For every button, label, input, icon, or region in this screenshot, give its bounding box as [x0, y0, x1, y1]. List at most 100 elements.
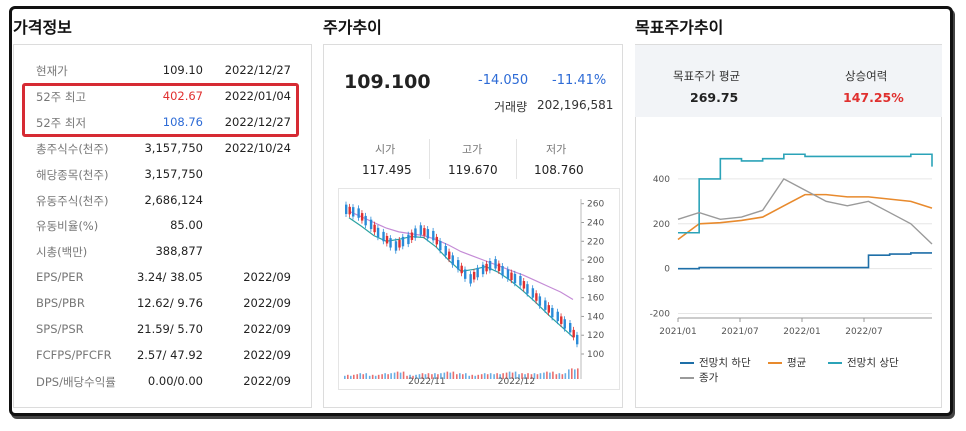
row-value: 108.76: [162, 114, 203, 129]
price-change-percent: -11.41%: [552, 73, 607, 88]
volume-bar: [390, 373, 392, 379]
y-tick-label: 160: [587, 294, 604, 304]
candle: [364, 215, 367, 226]
row-label: EPS/PER: [36, 270, 84, 285]
volume-bar: [483, 373, 486, 379]
legend-item[interactable]: 전망치 상단: [828, 355, 899, 370]
price-info-row: SPS/PSR 21.59/ 5.70 2022/09: [14, 316, 299, 342]
volume-bar: [533, 373, 536, 379]
series-line: [678, 153, 933, 234]
volume-bar: [365, 373, 368, 379]
volume-bar: [508, 371, 511, 379]
candle: [576, 334, 579, 345]
legend-swatch: [828, 362, 842, 364]
volume-bar: [434, 373, 436, 379]
y-tick-label: 200: [587, 256, 604, 266]
candle: [572, 329, 575, 338]
volume-bar: [465, 373, 467, 379]
volume-bar: [521, 373, 523, 379]
volume-bar: [539, 373, 542, 379]
volume-bar: [456, 374, 458, 379]
candle: [401, 236, 405, 247]
volume-bar: [493, 374, 495, 379]
row-date: 2022/09: [243, 322, 291, 336]
volume-bar: [344, 375, 346, 379]
high-label: 고가: [462, 143, 483, 156]
volume-bar: [418, 374, 421, 379]
series-line: [678, 252, 932, 270]
candle: [348, 206, 351, 215]
legend-item[interactable]: 종가: [680, 370, 718, 385]
volume-bar: [502, 373, 504, 379]
row-label: SPS/PSR: [36, 322, 84, 336]
volume-bar: [446, 371, 449, 379]
candle: [551, 307, 554, 318]
legend-item[interactable]: 평균: [768, 355, 806, 370]
price-info-row: 유동비율(%) 85.00: [14, 212, 299, 238]
volume-bar: [387, 374, 389, 379]
row-value: 2.57/ 47.92: [136, 347, 203, 362]
candle: [398, 240, 401, 248]
candle: [373, 224, 376, 233]
divider: [429, 139, 430, 179]
row-label: 유동비율(%): [36, 219, 99, 234]
candle: [538, 296, 542, 306]
volume-bar: [381, 374, 383, 379]
candle: [385, 235, 389, 244]
volume-bar: [471, 374, 474, 379]
volume-bar: [468, 375, 471, 379]
candle: [547, 305, 551, 313]
volume-bar: [362, 374, 365, 379]
candle: [485, 263, 488, 272]
candle: [535, 293, 538, 301]
volume-bar: [505, 372, 508, 379]
low-label: 저가: [546, 143, 567, 156]
candle: [394, 241, 398, 251]
candle: [382, 231, 385, 242]
row-value: 21.59/ 5.70: [136, 322, 203, 336]
row-date: 2022/01/04: [224, 88, 291, 103]
volume-bar: [462, 374, 464, 379]
candle: [345, 204, 348, 215]
volume-bar: [489, 373, 492, 379]
row-value: 2,686,124: [144, 192, 203, 207]
volume-bar: [499, 374, 501, 379]
volume-bar: [530, 374, 533, 379]
row-value: 0.00/0.00: [147, 373, 203, 388]
legend-label: 평균: [787, 357, 807, 369]
x-tick-label: 2021/07: [721, 327, 758, 337]
legend-swatch: [768, 362, 782, 364]
row-date: 2022/09: [243, 270, 291, 285]
candle: [501, 266, 504, 276]
candle: [426, 229, 430, 239]
volume-bar: [443, 372, 446, 379]
legend-item[interactable]: 전망치 하단: [680, 355, 751, 370]
candle: [407, 234, 410, 245]
price-change: -14.050: [478, 73, 529, 88]
price-info-row: 현재가 109.10 2022/12/27: [14, 57, 299, 83]
price-info-row: 해당종목(천주) 3,157,750: [14, 161, 299, 187]
y-tick-label: 220: [587, 237, 604, 247]
target-trend-title: 목표주가추이: [635, 18, 724, 37]
price-info-row: 52주 최고 402.67 2022/01/04: [14, 83, 299, 109]
row-label: 현재가: [36, 64, 68, 78]
row-value: 3.24/ 38.05: [136, 270, 203, 285]
candle: [451, 255, 454, 265]
stock-price-chart: 100 120 140 160 180 200 220 240 260 2022/11 2022/1…: [338, 188, 620, 390]
volume-bar: [440, 373, 442, 379]
low-value: 108.760: [534, 163, 584, 177]
price-info-row: 52주 최저 108.76 2022/12/27: [14, 109, 299, 135]
row-label: 유동주식(천주): [36, 193, 109, 208]
target-avg-value: 269.75: [690, 90, 739, 105]
candle: [444, 245, 447, 256]
candle: [522, 281, 526, 289]
row-value: 3,157,750: [144, 166, 203, 181]
row-value: 402.67: [162, 88, 203, 103]
volume-bar: [564, 373, 567, 379]
ma-long-line: [348, 210, 574, 301]
candle: [460, 265, 463, 274]
volume-bar: [524, 374, 526, 379]
y-tick-label: 400: [653, 175, 670, 185]
highlight-52week-box: [22, 83, 299, 137]
volume-bar: [356, 374, 359, 379]
